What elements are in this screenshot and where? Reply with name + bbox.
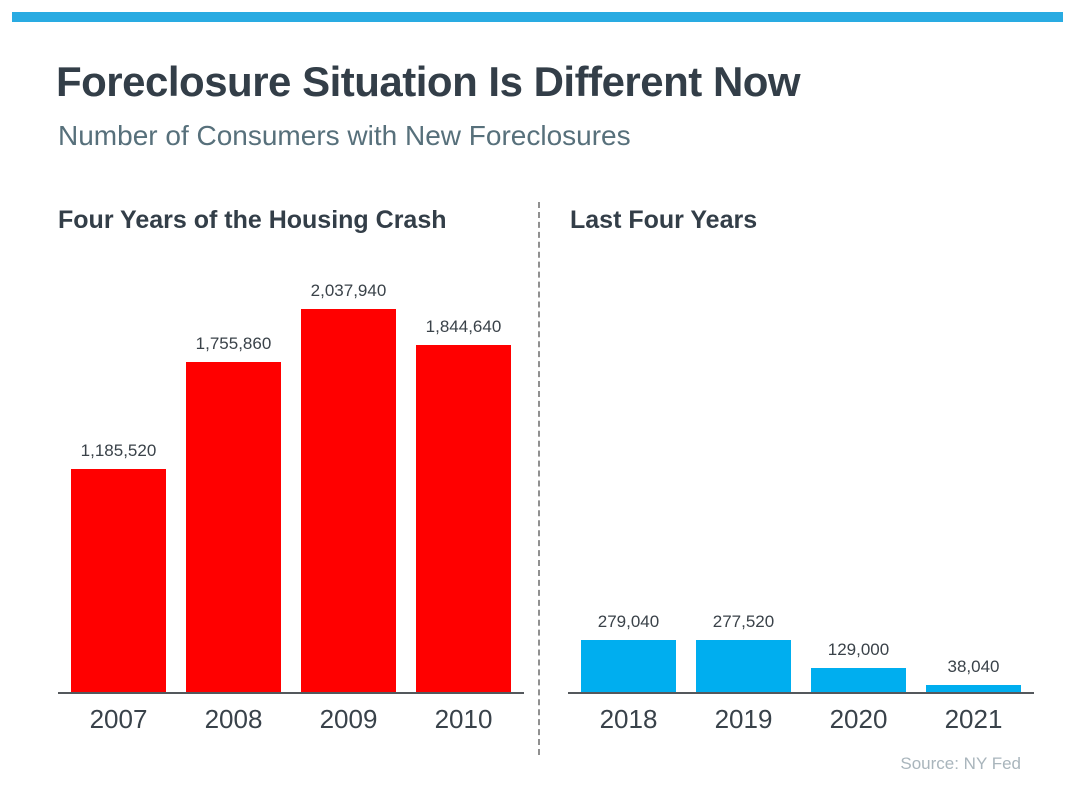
x-axis-label-2019: 2019: [714, 704, 773, 734]
bar-value-label-2021: 38,040: [947, 657, 1000, 676]
x-axis-label-2009: 2009: [319, 704, 378, 734]
chart-last-four-years: 279,040 277,520 129,000 38,040 2018 2019 2020…: [568, 270, 1034, 735]
page-subtitle: Number of Consumers with New Foreclosure…: [58, 120, 631, 151]
bar-group-2020: 129,000: [811, 640, 906, 692]
x-axis-labels: 2018 2019 2020 2021: [568, 704, 1034, 735]
x-axis-label-2020: 2020: [829, 704, 888, 734]
bar-2019: [696, 640, 791, 692]
bar-value-label-2007: 1,185,520: [80, 441, 157, 460]
panel-divider: [538, 202, 540, 755]
x-axis-label-2008: 2008: [204, 704, 263, 734]
x-axis-label-2010: 2010: [434, 704, 493, 734]
bar-2010: [416, 345, 511, 692]
page-title: Foreclosure Situation Is Different Now: [56, 58, 801, 105]
x-axis-label-2007: 2007: [89, 704, 148, 734]
bar-value-label-2018: 279,040: [597, 612, 660, 631]
bar-group-2018: 279,040: [581, 612, 676, 692]
bar-group-2009: 2,037,940: [301, 281, 396, 692]
x-axis-labels: 2007 2008 2009 2010: [58, 704, 524, 735]
bar-value-label-2009: 2,037,940: [310, 281, 387, 300]
bar-value-label-2019: 277,520: [712, 612, 775, 631]
bar-2007: [71, 469, 166, 692]
bar-2009: [301, 309, 396, 692]
bar-group-2007: 1,185,520: [71, 441, 166, 692]
panel-title-housing-crash: Four Years of the Housing Crash: [58, 206, 447, 234]
x-axis-line: [58, 692, 524, 694]
top-accent-bar: [12, 12, 1063, 22]
x-axis-label-2018: 2018: [599, 704, 658, 734]
source-credit: Source: NY Fed: [900, 754, 1021, 773]
chart-housing-crash: 1,185,520 1,755,860 2,037,940 1,844,640 200…: [58, 270, 524, 735]
bar-2018: [581, 640, 676, 692]
bars-area: 1,185,520 1,755,860 2,037,940 1,844,640: [58, 270, 524, 692]
bar-value-label-2010: 1,844,640: [425, 317, 502, 336]
bar-group-2021: 38,040: [926, 657, 1021, 692]
bar-2008: [186, 362, 281, 692]
bar-value-label-2020: 129,000: [827, 640, 890, 659]
bar-group-2010: 1,844,640: [416, 317, 511, 692]
bar-2021: [926, 685, 1021, 692]
bar-group-2019: 277,520: [696, 612, 791, 692]
bar-value-label-2008: 1,755,860: [195, 334, 272, 353]
bar-2020: [811, 668, 906, 692]
bar-group-2008: 1,755,860: [186, 334, 281, 692]
x-axis-label-2021: 2021: [944, 704, 1003, 734]
x-axis-line: [568, 692, 1034, 694]
panel-title-last-four-years: Last Four Years: [570, 206, 758, 234]
bars-area: 279,040 277,520 129,000 38,040: [568, 270, 1034, 692]
